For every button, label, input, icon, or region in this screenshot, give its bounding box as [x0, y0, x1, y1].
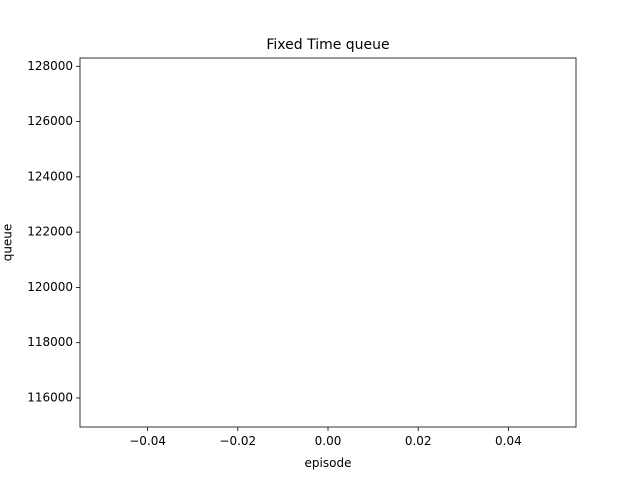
plot-area-frame [79, 57, 577, 428]
y-axis-ticks: 116000 118000 120000 122000 124000 126000 1280… [27, 59, 80, 404]
x-tick-label: 0.04 [495, 434, 522, 448]
y-tick-label: 116000 [27, 390, 73, 404]
x-tick-label: 0.00 [315, 434, 342, 448]
y-tick-label: 122000 [27, 225, 73, 239]
x-tick-label: 0.02 [405, 434, 432, 448]
chart-title: Fixed Time queue [266, 37, 389, 53]
x-tick-label: −0.04 [129, 434, 166, 448]
y-tick-label: 118000 [27, 335, 73, 349]
x-axis-label: episode [305, 456, 352, 470]
x-tick-label: −0.02 [219, 434, 256, 448]
y-tick-label: 120000 [27, 280, 73, 294]
x-axis-ticks: −0.04 −0.02 0.00 0.02 0.04 [129, 427, 522, 448]
y-tick-label: 128000 [27, 59, 73, 73]
y-tick-label: 124000 [27, 169, 73, 183]
y-tick-label: 126000 [27, 114, 73, 128]
y-axis-label: queue [1, 224, 15, 262]
